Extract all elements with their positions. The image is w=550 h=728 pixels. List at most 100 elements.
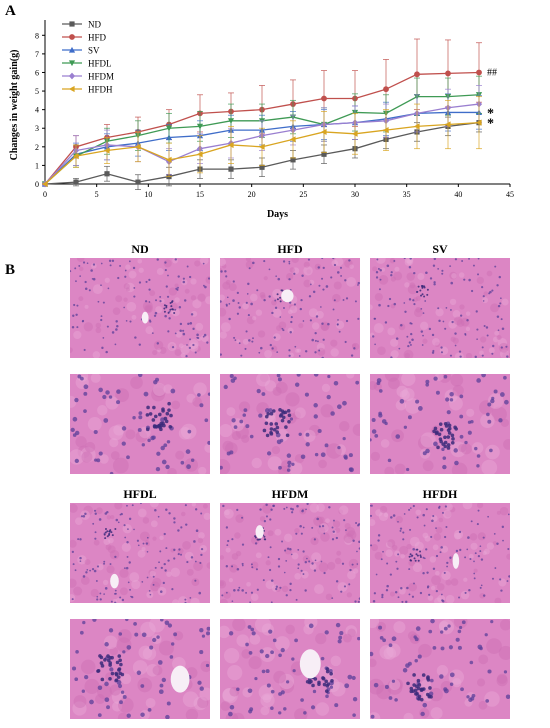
tissue-texture bbox=[370, 258, 510, 358]
data-point-hfdl bbox=[165, 125, 173, 132]
legend-item-hfdm: HFDM bbox=[62, 72, 114, 82]
data-point-nd bbox=[73, 179, 79, 185]
legend-marker bbox=[68, 85, 75, 93]
tissue-texture bbox=[70, 258, 210, 358]
legend-label: SV bbox=[88, 46, 100, 56]
x-tick-label: 40 bbox=[454, 190, 462, 199]
y-axis-label: Changes in weight gain(g) bbox=[9, 50, 20, 161]
y-tick-label: 2 bbox=[35, 143, 39, 152]
x-tick-label: 20 bbox=[248, 190, 256, 199]
y-tick-label: 6 bbox=[35, 68, 39, 77]
x-tick-label: 5 bbox=[95, 190, 99, 199]
x-tick-label: 0 bbox=[43, 190, 47, 199]
legend-label: HFDM bbox=[88, 72, 114, 82]
histology-hfd-high-magnification bbox=[220, 374, 360, 474]
y-tick-label: 0 bbox=[35, 180, 39, 189]
data-point-hfdh bbox=[72, 153, 79, 160]
legend-marker bbox=[68, 46, 76, 53]
histology-title-nd: ND bbox=[131, 242, 149, 256]
panel-a-label: A bbox=[5, 3, 16, 19]
histology-hfdm-low-magnification bbox=[220, 503, 360, 603]
tissue-texture bbox=[70, 619, 210, 719]
histology-nd-high-magnification bbox=[70, 374, 210, 474]
histology-sv-low-magnification bbox=[370, 258, 510, 358]
data-point-hfdl bbox=[227, 118, 235, 124]
legend-label: HFDH bbox=[88, 85, 113, 95]
y-tick-label: 4 bbox=[35, 106, 39, 115]
histology-title-sv: SV bbox=[432, 242, 448, 256]
histology-hfd-low-magnification bbox=[220, 258, 360, 358]
data-point-hfdh bbox=[165, 156, 172, 163]
legend-item-sv: SV bbox=[62, 46, 100, 56]
histology-title-hfdh: HFDH bbox=[422, 487, 458, 501]
tissue-texture bbox=[70, 374, 210, 474]
tissue-texture bbox=[220, 374, 360, 474]
tissue-texture bbox=[70, 503, 210, 603]
legend-label: HFD bbox=[88, 33, 107, 43]
data-point-hfdh bbox=[134, 143, 141, 150]
x-tick-label: 45 bbox=[506, 190, 514, 199]
tissue-texture bbox=[370, 374, 510, 474]
tissue-texture bbox=[220, 619, 360, 719]
legend-label: ND bbox=[88, 20, 101, 30]
y-tick-label: 7 bbox=[35, 50, 39, 59]
histology-hfdl-high-magnification bbox=[70, 619, 210, 719]
data-point-hfdh bbox=[103, 147, 110, 154]
tissue-texture bbox=[370, 503, 510, 603]
data-point-hfdh bbox=[351, 130, 358, 137]
data-point-hfd bbox=[321, 95, 327, 102]
data-point-hfdh bbox=[382, 126, 389, 134]
data-point-hfdh bbox=[41, 180, 48, 188]
legend-marker bbox=[69, 21, 75, 27]
data-point-hfd bbox=[445, 70, 451, 77]
legend-marker bbox=[68, 72, 76, 80]
legend-item-hfdh: HFDH bbox=[62, 85, 113, 95]
data-point-nd bbox=[135, 179, 141, 185]
data-point-hfdh bbox=[196, 151, 203, 158]
legend-item-hfdl: HFDL bbox=[62, 59, 112, 69]
data-point-hfdh bbox=[413, 123, 420, 130]
y-tick-label: 1 bbox=[35, 161, 39, 170]
data-point-hfd bbox=[383, 86, 389, 93]
histology-nd-low-magnification bbox=[70, 258, 210, 358]
y-tick-label: 3 bbox=[35, 124, 39, 133]
legend-marker bbox=[68, 60, 76, 67]
data-point-nd bbox=[290, 157, 296, 163]
data-point-hfd bbox=[414, 71, 420, 78]
y-tick-label: 5 bbox=[35, 87, 39, 96]
x-tick-label: 10 bbox=[144, 190, 152, 199]
legend-item-nd: ND bbox=[62, 20, 101, 30]
tissue-texture bbox=[220, 258, 360, 358]
x-tick-label: 25 bbox=[299, 190, 307, 199]
tissue-texture bbox=[370, 619, 510, 719]
data-point-nd bbox=[228, 166, 234, 172]
data-point-nd bbox=[259, 164, 265, 170]
histology-hfdh-low-magnification bbox=[370, 503, 510, 603]
significance-annotation: * bbox=[487, 117, 494, 132]
series-hfdh bbox=[41, 96, 482, 188]
histology-hfdl-low-magnification bbox=[70, 503, 210, 603]
data-point-hfdh bbox=[258, 143, 265, 150]
significance-annotation: * bbox=[487, 106, 494, 121]
data-point-nd bbox=[321, 151, 327, 157]
tissue-texture bbox=[220, 503, 360, 603]
y-tick-label: 8 bbox=[35, 31, 39, 40]
data-point-nd bbox=[104, 171, 110, 177]
data-point-hfdl bbox=[196, 123, 204, 130]
data-point-hfdh bbox=[320, 128, 327, 136]
significance-annotation: ## bbox=[487, 67, 497, 78]
data-point-hfdh bbox=[475, 119, 482, 126]
data-point-hfd bbox=[476, 69, 482, 76]
data-point-hfdh bbox=[444, 121, 451, 128]
x-tick-label: 35 bbox=[403, 190, 411, 199]
histology-hfdm-high-magnification bbox=[220, 619, 360, 719]
histology-hfdh-high-magnification bbox=[370, 619, 510, 719]
legend-item-hfd: HFD bbox=[62, 33, 107, 43]
histology-title-hfdl: HFDL bbox=[123, 487, 157, 501]
x-tick-label: 15 bbox=[196, 190, 204, 199]
x-tick-label: 30 bbox=[351, 190, 359, 199]
panel-b-label: B bbox=[5, 262, 16, 278]
legend-marker bbox=[69, 34, 75, 40]
data-point-hfdh bbox=[227, 141, 234, 149]
